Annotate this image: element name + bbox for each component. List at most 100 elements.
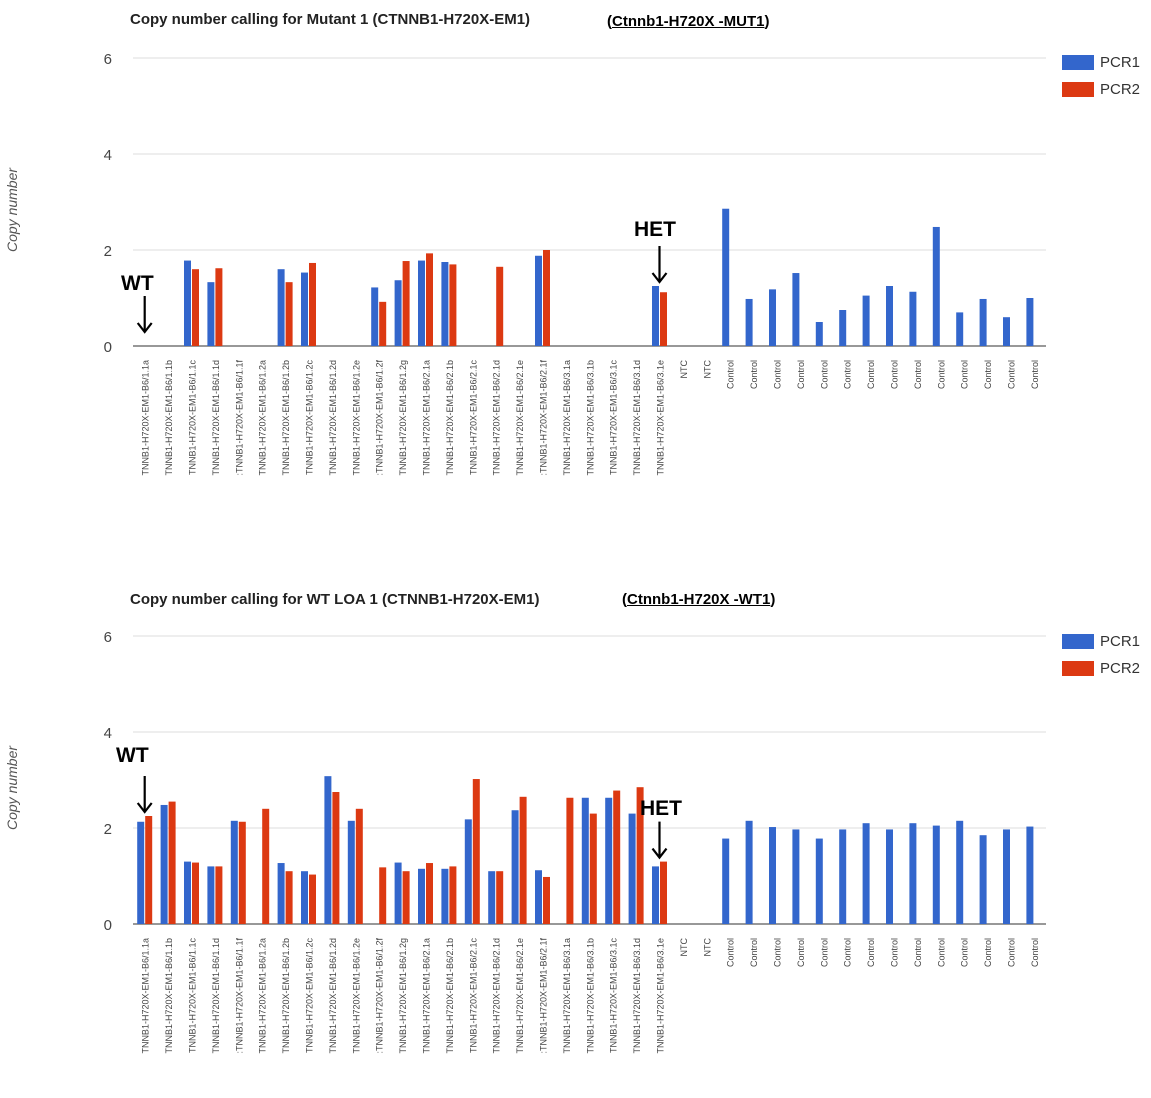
bar-pcr1[interactable] [277,863,285,924]
bar-pcr1[interactable] [160,804,168,924]
bar-pcr1[interactable] [277,269,285,346]
bar-pcr2[interactable] [426,863,433,924]
bar-pcr1[interactable] [886,829,893,924]
bar-pcr2[interactable] [496,266,504,346]
y-tick-label: 4 [104,147,112,164]
bar-pcr2[interactable] [215,268,223,346]
bar-pcr1[interactable] [581,797,589,924]
bar-pcr1[interactable] [628,813,636,924]
bar-pcr1[interactable] [979,298,987,346]
bar-pcr2[interactable] [402,261,410,346]
bar-pcr1[interactable] [324,776,332,924]
bar-pcr2[interactable] [472,779,480,924]
bar-pcr2[interactable] [238,821,246,924]
bar-pcr1[interactable] [418,868,425,924]
bar-pcr1[interactable] [605,797,613,924]
bar-pcr1[interactable] [301,272,308,346]
annotation-het: HET [634,218,676,241]
bar-pcr2[interactable] [660,292,667,346]
bar-pcr2[interactable] [192,269,199,346]
bar-pcr1[interactable] [722,838,730,924]
bar-pcr1[interactable] [839,829,847,924]
bar-pcr1[interactable] [184,861,191,924]
bar-pcr2[interactable] [449,264,457,346]
bar-pcr2[interactable] [426,253,433,346]
bar-pcr1[interactable] [1003,317,1010,346]
bar-pcr2[interactable] [589,813,597,924]
bar-pcr2[interactable] [449,866,457,924]
bar-pcr2[interactable] [262,808,270,924]
bar-pcr1[interactable] [441,262,449,346]
bar-pcr2[interactable] [566,797,574,924]
bar-pcr1[interactable] [792,273,800,346]
bar-pcr1[interactable] [207,866,215,924]
bar-pcr1[interactable] [932,825,940,924]
bar-pcr1[interactable] [464,819,472,924]
bar-pcr1[interactable] [488,871,496,924]
bar-pcr1[interactable] [769,827,776,924]
bar-pcr2[interactable] [285,871,293,924]
bar-pcr2[interactable] [379,301,387,346]
bar-pcr1[interactable] [301,871,308,924]
bar-pcr1[interactable] [862,823,870,924]
legend-item-pcr2[interactable]: PCR2 [1062,655,1140,682]
x-tick-label: Control [843,938,853,967]
bar-pcr1[interactable] [394,862,402,924]
bar-pcr1[interactable] [137,821,145,924]
bar-pcr2[interactable] [309,262,316,346]
bar-pcr2[interactable] [543,876,550,924]
bar-pcr1[interactable] [535,255,542,346]
bar-pcr1[interactable] [652,866,659,924]
bar-pcr1[interactable] [769,289,776,346]
bar-pcr1[interactable] [745,298,753,346]
bar-pcr1[interactable] [441,868,449,924]
bar-pcr1[interactable] [230,820,238,924]
bar-pcr2[interactable] [660,861,667,924]
bar-pcr2[interactable] [215,866,223,924]
bar-pcr1[interactable] [979,835,987,924]
bar-pcr1[interactable] [1003,829,1010,924]
bar-pcr2[interactable] [332,792,340,924]
bar-pcr1[interactable] [839,310,847,346]
bar-pcr2[interactable] [636,787,644,924]
legend-item-pcr1[interactable]: PCR1 [1062,49,1140,76]
legend: PCR1 PCR2 [1062,628,1140,682]
legend-item-pcr2[interactable]: PCR2 [1062,76,1140,103]
bar-pcr1[interactable] [1026,298,1034,346]
bar-pcr1[interactable] [652,286,659,346]
bar-pcr2[interactable] [402,871,410,924]
bar-pcr1[interactable] [956,312,964,346]
bar-pcr2[interactable] [168,801,176,924]
bar-pcr1[interactable] [862,295,870,346]
bar-pcr1[interactable] [815,322,823,346]
bar-pcr2[interactable] [285,282,293,346]
legend-item-pcr1[interactable]: PCR1 [1062,628,1140,655]
bar-pcr1[interactable] [347,820,355,924]
bar-pcr1[interactable] [792,829,800,924]
bar-pcr1[interactable] [932,226,940,346]
bar-pcr1[interactable] [207,282,215,346]
bar-pcr2[interactable] [379,867,387,924]
bar-pcr1[interactable] [1026,826,1034,924]
bar-pcr1[interactable] [184,260,191,346]
bar-pcr2[interactable] [309,874,316,924]
bar-pcr1[interactable] [909,291,917,346]
bar-pcr1[interactable] [886,286,893,346]
bar-pcr2[interactable] [519,796,527,924]
bar-pcr2[interactable] [543,250,550,346]
bar-pcr2[interactable] [355,808,363,924]
bar-pcr1[interactable] [371,287,379,346]
bar-pcr2[interactable] [613,790,621,924]
bar-pcr2[interactable] [496,871,504,924]
bar-pcr1[interactable] [745,820,753,924]
bar-pcr1[interactable] [394,280,402,346]
bar-pcr1[interactable] [909,823,917,924]
bar-pcr1[interactable] [418,260,425,346]
bar-pcr1[interactable] [722,208,730,346]
bar-pcr1[interactable] [511,810,519,924]
bar-pcr1[interactable] [815,838,823,924]
bar-pcr1[interactable] [535,870,542,924]
bar-pcr1[interactable] [956,820,964,924]
bar-pcr2[interactable] [145,816,153,924]
bar-pcr2[interactable] [192,862,199,924]
